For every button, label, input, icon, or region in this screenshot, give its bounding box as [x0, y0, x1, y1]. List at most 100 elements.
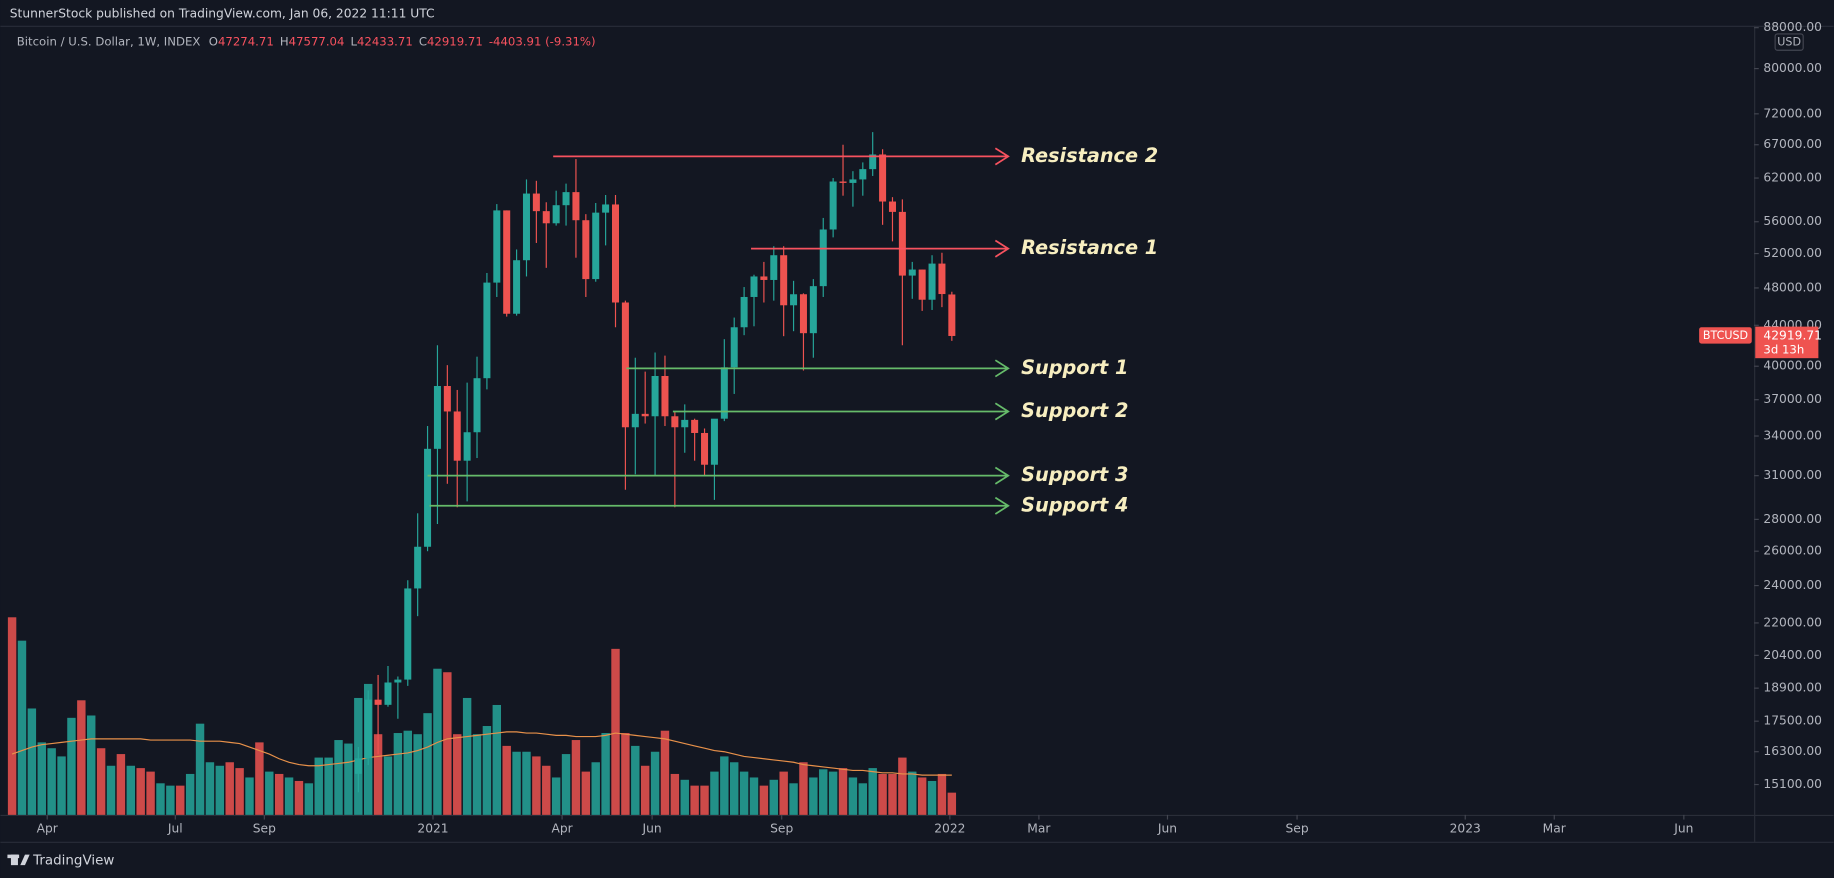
level-label: Support 1: [1021, 356, 1128, 379]
candle: [611, 194, 620, 328]
candle-body: [948, 294, 956, 336]
level-arrowhead: [994, 147, 1010, 166]
volume-bar: [96, 748, 106, 815]
level-arrowhead: [994, 466, 1010, 485]
y-tick-label: 40000.00: [1763, 359, 1822, 373]
candle: [532, 180, 540, 243]
volume-bar: [205, 762, 215, 815]
volume-bar: [601, 733, 610, 815]
candle-body: [364, 699, 372, 759]
candle: [394, 676, 402, 719]
volume-bar: [571, 740, 581, 815]
y-tick-label: 48000.00: [1763, 280, 1822, 294]
volume-bar: [769, 779, 778, 815]
volume-bar: [512, 751, 521, 815]
volume-bar: [443, 672, 452, 815]
candle: [908, 261, 916, 299]
volume-bar: [611, 648, 620, 815]
volume-bar: [809, 777, 818, 815]
y-tick-label: 22000.00: [1763, 615, 1822, 629]
volume-bar: [799, 762, 808, 815]
candle-body: [532, 193, 540, 212]
volume-bar: [789, 783, 798, 815]
volume-bar: [522, 751, 531, 815]
candle-body: [611, 204, 620, 303]
volume-bar: [898, 757, 907, 815]
candle: [948, 291, 956, 341]
candle-body: [859, 169, 867, 180]
x-tick-label: Apr: [551, 821, 573, 835]
candle: [888, 197, 896, 242]
y-tick-label: 31000.00: [1763, 468, 1822, 482]
volume-bar: [670, 773, 680, 815]
y-tick-label: 28000.00: [1763, 512, 1822, 526]
volume-bar: [225, 762, 234, 815]
candle-body: [374, 699, 382, 705]
volume-bar: [650, 751, 660, 815]
volume-bar: [720, 756, 729, 815]
volume-bar: [878, 773, 887, 815]
y-tick-label: 34000.00: [1763, 429, 1822, 443]
candle: [918, 269, 926, 311]
candle: [730, 317, 738, 394]
volume-bar: [551, 777, 561, 815]
level-arrowhead: [994, 359, 1010, 378]
legend-letter: C: [419, 34, 427, 48]
volume-bar: [126, 765, 136, 815]
volume-bar: [749, 777, 759, 815]
candle-body: [829, 181, 837, 230]
volume-bar: [680, 779, 689, 815]
candle-body: [542, 211, 550, 224]
candle-body: [572, 192, 580, 221]
candle: [572, 159, 580, 258]
candle: [384, 666, 392, 707]
x-tick-label: 2022: [934, 821, 965, 835]
legend-letter: H: [280, 34, 289, 48]
candle-body: [453, 411, 461, 461]
volume-bar: [393, 733, 403, 815]
volume-bar: [561, 754, 571, 815]
candle-body: [552, 205, 560, 224]
candle: [790, 280, 798, 332]
candle-body: [384, 682, 392, 705]
x-tick-label: Jun: [642, 821, 662, 835]
legend: Bitcoin / U.S. Dollar, 1W, INDEX O47274.…: [17, 34, 596, 48]
volume-bar: [185, 773, 195, 815]
candle: [681, 404, 689, 453]
legend-title: Bitcoin / U.S. Dollar, 1W, INDEX: [17, 34, 201, 48]
candle-body: [522, 193, 530, 261]
candle-body: [869, 154, 877, 170]
volume-bar: [472, 734, 482, 815]
symbol-box: [1699, 327, 1752, 344]
y-tick-label: 56000.00: [1763, 214, 1822, 228]
volume-bar: [502, 745, 511, 815]
candle: [691, 418, 699, 461]
candle-body: [928, 263, 936, 300]
volume-bar: [838, 768, 848, 815]
legend-open: 47274.71: [218, 34, 274, 48]
legend-high: 47577.04: [289, 34, 345, 48]
candle-body: [701, 432, 709, 465]
volume-bar: [344, 743, 353, 815]
candle: [938, 252, 946, 308]
candle: [750, 274, 758, 327]
candle: [898, 199, 906, 346]
candle-body: [849, 179, 857, 183]
candle-body: [641, 413, 649, 417]
candle-body: [404, 588, 412, 680]
volume-bar: [690, 785, 699, 815]
volume-bar: [621, 733, 630, 815]
volume-bar: [482, 726, 492, 815]
candle-body: [790, 294, 798, 306]
volume-bar: [274, 773, 284, 815]
candle: [424, 426, 432, 552]
candle: [869, 132, 877, 176]
candle: [799, 293, 807, 371]
y-tick-label: 52000.00: [1763, 246, 1822, 260]
candle-body: [424, 448, 432, 547]
candle: [849, 171, 857, 207]
volume-bar: [294, 780, 304, 815]
volume-bar: [779, 771, 788, 815]
candle-body: [433, 385, 441, 449]
